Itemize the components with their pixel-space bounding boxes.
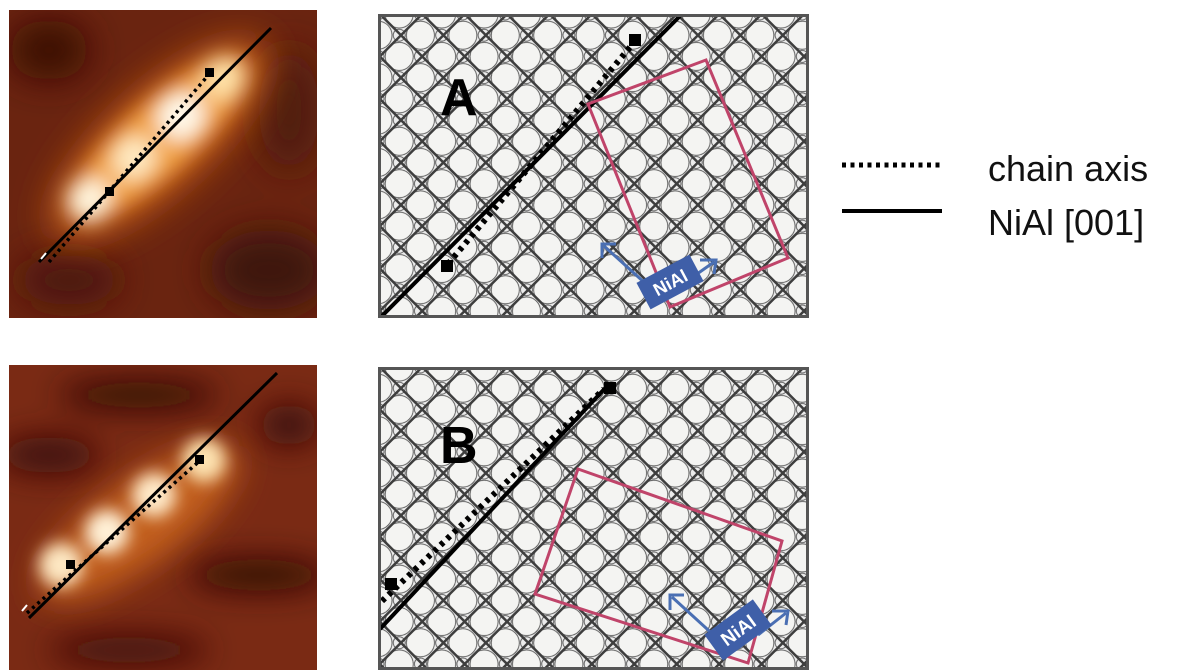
chain-axis-line-b <box>25 455 206 615</box>
legend-chain-axis-label: chain axis <box>988 148 1149 189</box>
panel-label-b: B <box>440 417 478 475</box>
chain-marker-b1 <box>66 560 75 569</box>
panel-label-a: A <box>440 69 478 127</box>
legend-nial-swatch <box>842 209 942 213</box>
nial-axis-line-a <box>37 26 273 264</box>
stm-image-b <box>9 365 317 670</box>
chain-marker-lattice-b2 <box>604 382 616 394</box>
nial-axis-line-lattice-b <box>378 381 612 631</box>
unit-cell-a <box>586 58 790 309</box>
chain-marker-b2 <box>195 455 204 464</box>
legend-chain-swatch <box>842 162 940 168</box>
stm-image-a <box>9 10 317 318</box>
chain-axis-line-lattice-a <box>445 38 639 266</box>
chain-axis-line-lattice-b <box>379 386 607 604</box>
legend-nial-axis-label: NiAl [001] <box>988 202 1145 243</box>
lattice-diagram-a: NiAl <box>378 14 809 318</box>
nial-axis-line-b <box>27 371 279 620</box>
unit-cell-b <box>533 467 784 665</box>
chain-marker-lattice-a2 <box>629 34 641 46</box>
lattice-diagram-b: NiAl <box>378 367 809 670</box>
chain-marker-a2 <box>205 68 214 77</box>
chain-marker-lattice-a1 <box>441 260 453 272</box>
chain-marker-a1 <box>105 187 114 196</box>
chain-marker-lattice-b1 <box>385 578 397 590</box>
